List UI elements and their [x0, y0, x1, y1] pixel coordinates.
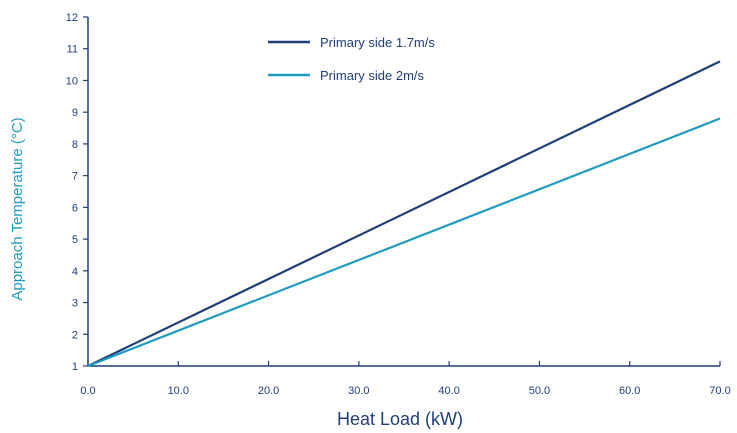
- y-tick-label: 10: [66, 75, 78, 87]
- legend-label-1: Primary side 1.7m/s: [320, 35, 435, 50]
- y-axis-title: Approach Temperature (°C): [9, 117, 26, 300]
- legend: Primary side 1.7m/s Primary side 2m/s: [268, 35, 435, 83]
- y-tick-label: 8: [72, 139, 78, 151]
- y-tick-label: 7: [72, 171, 78, 183]
- y-tick-label: 4: [72, 266, 78, 278]
- series-line-2: [87, 117, 721, 368]
- y-tick-label: 1: [72, 361, 78, 373]
- x-tick-label: 60.0: [619, 385, 640, 397]
- y-tick-label: 5: [72, 234, 78, 246]
- y-tick-label: 11: [67, 44, 78, 56]
- x-tick-label: 10.0: [168, 385, 189, 397]
- x-tick-label: 0.0: [80, 385, 95, 397]
- x-tick-label: 50.0: [529, 385, 550, 397]
- x-axis-title: Heat Load (kW): [337, 409, 463, 429]
- x-tick-label: 70.0: [709, 385, 730, 397]
- series-lines: [87, 60, 721, 368]
- x-tick-label: 40.0: [438, 385, 459, 397]
- legend-label-2: Primary side 2m/s: [320, 68, 425, 83]
- y-tick-label: 3: [72, 298, 78, 310]
- y-tick-label: 12: [66, 12, 78, 24]
- y-tick-label: 6: [72, 202, 78, 214]
- x-tick-label: 20.0: [258, 385, 279, 397]
- y-tick-label: 9: [72, 107, 78, 119]
- y-tick-label: 2: [72, 329, 78, 341]
- x-tick-label: 30.0: [348, 385, 369, 397]
- series-line-1: [87, 60, 721, 367]
